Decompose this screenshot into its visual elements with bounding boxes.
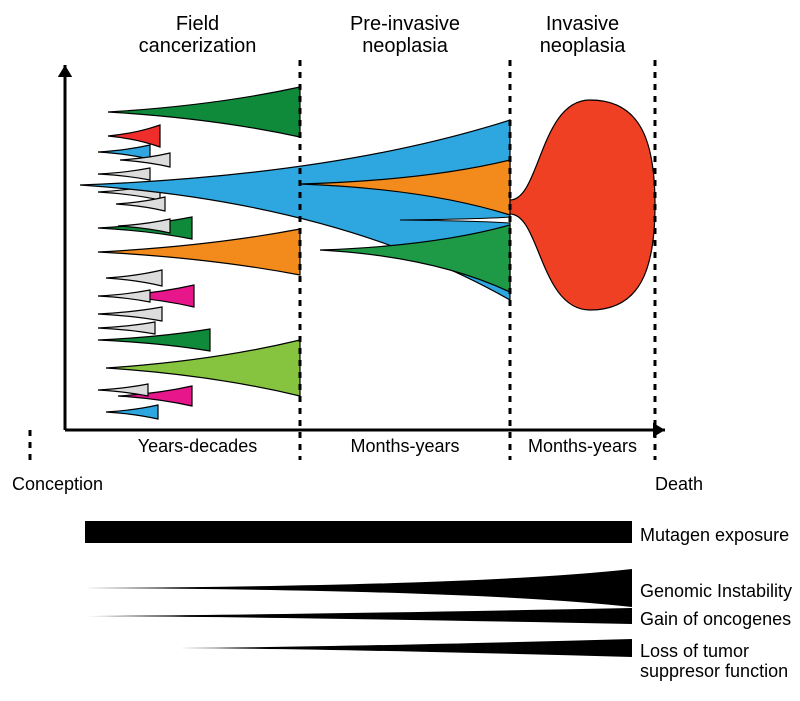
phase1-wedge-10 xyxy=(106,270,162,286)
phase1-wedge-14 xyxy=(98,322,155,334)
phase-title-field-l2: cancerization xyxy=(139,35,257,57)
duration-field: Years-decades xyxy=(138,436,257,456)
phase-title-preinvasive-l1: Pre-invasive xyxy=(350,13,460,35)
phase1-wedge-19 xyxy=(106,405,158,419)
bottom-bar-label-3-l2: suppresor function xyxy=(640,661,788,681)
label-conception: Conception xyxy=(12,474,103,494)
phase1-wedge-6 xyxy=(116,197,165,211)
phase-title-invasive-l1: Invasive xyxy=(546,13,619,35)
phase1-wedge-0 xyxy=(108,87,300,137)
phase3-red xyxy=(510,100,655,310)
phase1-wedge-1 xyxy=(108,125,160,147)
phase1-wedge-9 xyxy=(98,229,300,275)
bottom-bar-label-1-l1: Genomic Instability xyxy=(640,581,792,601)
duration-preinvasive: Months-years xyxy=(350,436,459,456)
bottom-bar-0 xyxy=(85,521,632,543)
bottom-bar-2 xyxy=(85,608,632,624)
phase1-wedge-13 xyxy=(98,307,162,321)
diagram-svg: FieldcancerizationPre-invasiveneoplasiaI… xyxy=(0,0,800,701)
y-axis-arrow xyxy=(58,65,72,77)
bottom-bar-label-3-l1: Loss of tumor xyxy=(640,641,749,661)
phase1-wedge-12 xyxy=(98,290,150,302)
bottom-bar-3 xyxy=(180,639,632,657)
phase-title-preinvasive-l2: neoplasia xyxy=(362,35,449,57)
duration-invasive: Months-years xyxy=(528,436,637,456)
phase-title-field-l1: Field xyxy=(176,13,219,35)
label-death: Death xyxy=(655,474,703,494)
phase-title-invasive-l2: neoplasia xyxy=(540,35,627,57)
phase1-wedge-2 xyxy=(98,145,150,159)
phase1-wedge-4 xyxy=(98,168,150,180)
bottom-bar-1 xyxy=(85,569,632,607)
phase1-wedge-18 xyxy=(98,384,148,396)
bottom-bar-label-2-l1: Gain of oncogenes xyxy=(640,609,791,629)
bottom-bar-label-0-l1: Mutagen exposure xyxy=(640,525,789,545)
diagram-stage: FieldcancerizationPre-invasiveneoplasiaI… xyxy=(0,0,800,701)
x-axis-arrow xyxy=(653,423,665,437)
